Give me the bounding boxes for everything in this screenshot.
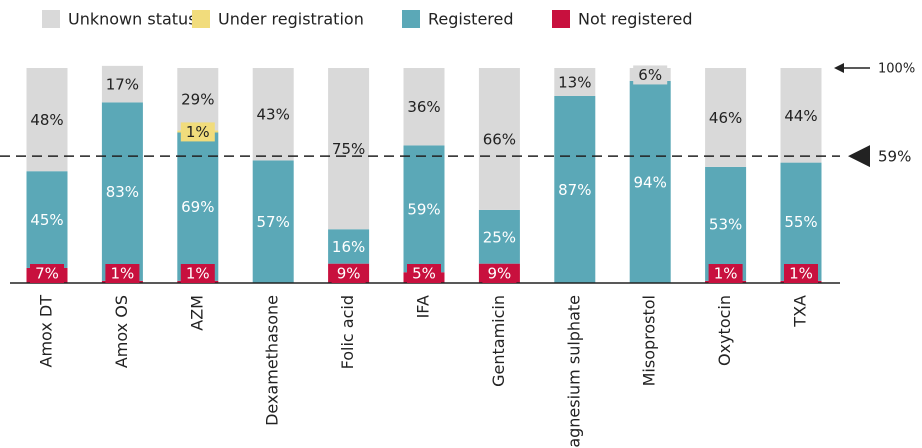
- value-label-box: [482, 264, 517, 283]
- value-label-box: [180, 264, 215, 283]
- value-label: 9%: [488, 265, 512, 283]
- reference-marker: [848, 145, 870, 168]
- value-label: 1%: [111, 265, 135, 283]
- value-label: 44%: [784, 107, 817, 125]
- legend-swatch: [192, 10, 210, 28]
- bar-segment: [328, 68, 370, 230]
- x-tick-label: Folic acid: [338, 295, 357, 369]
- bar-segment: [403, 145, 445, 273]
- value-label-box: [784, 264, 818, 283]
- legend-label: Under registration: [218, 10, 364, 29]
- value-label: 57%: [257, 213, 290, 231]
- bar-segment: [478, 209, 520, 264]
- x-tick-label: Amox OS: [112, 295, 131, 368]
- legend-swatch: [552, 10, 570, 28]
- bar-segment: [780, 68, 822, 163]
- x-tick-label: IFA: [414, 295, 433, 318]
- legend-label: Registered: [428, 10, 514, 29]
- bar-segment: [403, 68, 445, 146]
- x-tick-label: Dexamethasone: [263, 295, 282, 426]
- legend-swatch: [42, 10, 60, 28]
- value-label: 45%: [30, 211, 63, 229]
- bar-segment: [26, 68, 68, 172]
- value-label: 29%: [181, 91, 214, 109]
- value-label: 1%: [186, 123, 210, 141]
- x-tick-label: Amox DT: [37, 295, 56, 368]
- value-label-box: [633, 65, 668, 85]
- x-tick-label: Gentamicin: [489, 295, 508, 387]
- bar-segment: [177, 132, 219, 281]
- value-label: 1%: [789, 265, 813, 283]
- legend-label: Unknown status: [68, 10, 197, 29]
- bar-segment: [252, 160, 294, 283]
- bar-segment: [252, 68, 294, 161]
- value-label: 25%: [483, 228, 516, 246]
- bar-segment: [101, 102, 143, 281]
- value-label: 69%: [181, 198, 214, 216]
- value-label: 9%: [337, 265, 361, 283]
- legend-swatch: [402, 10, 420, 28]
- bar-segment: [328, 229, 370, 264]
- value-label: 87%: [558, 181, 591, 199]
- reference-label: 100%: [878, 62, 915, 77]
- arrow-head: [834, 63, 844, 73]
- value-label: 5%: [412, 265, 436, 283]
- value-label: 53%: [709, 215, 742, 233]
- value-label: 66%: [483, 130, 516, 148]
- x-tick-label: AZM: [187, 295, 206, 331]
- bar-segment: [177, 68, 219, 131]
- bar-segment: [629, 80, 671, 284]
- x-tick-label: Misoprostol: [640, 295, 659, 386]
- bar-segment: [554, 95, 596, 283]
- bar-segment: [705, 68, 747, 167]
- value-label: 59%: [407, 200, 440, 218]
- value-label: 1%: [186, 265, 210, 283]
- value-label: 83%: [106, 183, 139, 201]
- value-label: 48%: [30, 111, 63, 129]
- bar-segment: [101, 65, 143, 103]
- bar-segment: [554, 68, 596, 96]
- value-label-box: [180, 122, 215, 142]
- value-label-box: [105, 264, 140, 283]
- value-label: 43%: [257, 106, 290, 124]
- value-label: 55%: [784, 213, 817, 231]
- reference-label: 59%: [878, 148, 911, 166]
- value-label-box: [30, 264, 64, 283]
- value-label: 17%: [106, 76, 139, 94]
- value-label: 1%: [714, 265, 738, 283]
- value-label: 46%: [709, 109, 742, 127]
- bar-segment: [478, 68, 520, 210]
- value-label: 36%: [407, 98, 440, 116]
- value-label: 6%: [638, 66, 662, 84]
- bar-segment: [780, 162, 822, 281]
- legend-label: Not registered: [578, 10, 692, 29]
- x-tick-label: Magnesium sulphate: [564, 295, 583, 448]
- value-label: 7%: [35, 265, 59, 283]
- value-label-box: [407, 264, 441, 283]
- bar-segment: [705, 166, 747, 281]
- value-label: 94%: [634, 173, 667, 191]
- x-tick-label: TXA: [791, 295, 810, 328]
- value-label: 75%: [332, 140, 365, 158]
- value-label-box: [708, 264, 743, 283]
- value-label: 16%: [332, 238, 365, 256]
- value-label: 13%: [558, 73, 591, 91]
- x-tick-label: Oxytocin: [715, 295, 734, 366]
- value-label-box: [331, 264, 366, 283]
- bar-segment: [26, 171, 68, 268]
